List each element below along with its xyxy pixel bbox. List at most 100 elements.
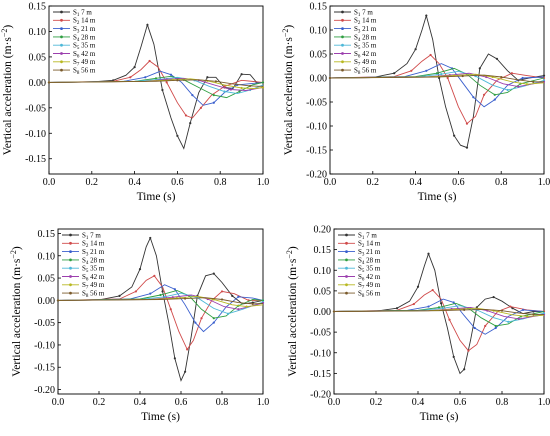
- legend-entry-8: S8 56 m: [73, 67, 96, 77]
- series-point-1: [425, 14, 428, 17]
- series-point-4: [493, 93, 496, 96]
- legend-subscript: 4: [362, 261, 365, 266]
- legend-letter: S: [358, 256, 362, 264]
- x-tick-label: 0.0: [328, 397, 341, 408]
- series-point-4: [238, 90, 241, 93]
- chart-panel-2: 0.0 0.2 0.4 0.6 0.8 1.0 0.15 0.10 0.05 0.00 -0.05 -…: [281, 2, 550, 204]
- legend-marker-1: [69, 233, 72, 237]
- series-point-8: [220, 298, 224, 301]
- legend-entry-3: S3 21 m: [358, 248, 381, 258]
- series-line-5: [48, 76, 264, 95]
- series-point-3: [191, 93, 194, 97]
- legend-subscript: 8: [358, 71, 361, 76]
- legend-marker-7: [69, 283, 72, 287]
- legend-letter: S: [354, 17, 358, 25]
- series-point-1: [240, 73, 243, 76]
- y-axis-label: Vertical acceleration (m·s−2): [9, 246, 23, 377]
- series-line-1: [48, 23, 263, 150]
- y-tick-label: 0.10: [314, 266, 332, 277]
- legend-subscript: 8: [86, 294, 89, 299]
- series-point-7: [261, 86, 265, 89]
- plot-frame: [57, 228, 264, 395]
- legend-entry-4: S4 28 m: [354, 33, 377, 43]
- x-tick-label: 0.2: [370, 397, 383, 408]
- legend-rest: 56 m: [88, 290, 105, 298]
- series-point-6: [237, 308, 240, 311]
- legend-entry-6: S6 42 m: [82, 273, 105, 283]
- y-axis-label-close: ): [283, 25, 295, 29]
- series-point-1: [452, 355, 455, 358]
- x-tick-label: 0.0: [43, 177, 56, 188]
- series-point-3: [494, 326, 497, 330]
- y-axis-label-exponent: −2: [9, 250, 18, 259]
- series-point-2: [129, 76, 132, 79]
- y-tick-label: 0.05: [310, 50, 328, 61]
- series-point-1: [465, 146, 469, 149]
- y-axis-label-exponent: −2: [281, 29, 290, 38]
- legend-letter: S: [358, 265, 362, 273]
- legend-subscript: 6: [77, 54, 80, 59]
- legend-letter: S: [358, 240, 362, 248]
- legend-marker-5: [341, 43, 344, 47]
- legend-entry-2: S2 14 m: [354, 17, 377, 27]
- series-line-8: [57, 297, 264, 305]
- y-axis-label-text: Vertical acceleration (m·s: [11, 258, 23, 377]
- series-point-8: [500, 309, 504, 312]
- y-tick-label: 0.15: [310, 2, 328, 13]
- series-point-4: [437, 306, 441, 309]
- legend-subscript: 2: [362, 244, 365, 249]
- legend-letter: S: [354, 42, 358, 50]
- legend-letter: S: [73, 67, 77, 75]
- legend-marker-2: [69, 241, 72, 245]
- legend-entry-8: S8 56 m: [354, 67, 377, 77]
- series-point-2: [509, 305, 512, 308]
- legend-subscript: 5: [86, 269, 89, 274]
- legend-entry-3: S3 21 m: [73, 25, 96, 35]
- series-point-2: [446, 76, 449, 80]
- x-tick-label: 0.2: [93, 397, 106, 408]
- legend-letter: S: [73, 50, 77, 58]
- chart-panel-1: 0.0 0.2 0.4 0.6 0.8 1.0 0.15 0.10 0.05 0.00 -0.05 -…: [0, 2, 269, 204]
- series-line-2: [57, 275, 263, 351]
- legend-letter: S: [82, 281, 86, 289]
- legend-marker-8: [341, 68, 344, 72]
- series-point-8: [249, 84, 252, 88]
- legend-marker-3: [60, 27, 63, 30]
- y-tick-label: 0.10: [310, 26, 328, 37]
- legend-letter: S: [358, 273, 362, 281]
- series-point-5: [223, 90, 226, 93]
- y-tick-label: -0.10: [34, 340, 55, 351]
- series-point-8: [500, 75, 503, 79]
- legend-rest: 28 m: [360, 33, 377, 41]
- series-point-2: [165, 81, 168, 84]
- legend-subscript: 7: [86, 286, 89, 291]
- series-point-1: [495, 57, 499, 60]
- legend-subscript: 4: [86, 261, 89, 266]
- series-point-5: [507, 320, 510, 323]
- legend-rest: 21 m: [364, 248, 381, 256]
- y-tick-label: 0.00: [314, 307, 332, 318]
- legend-rest: 42 m: [360, 50, 377, 58]
- series-point-1: [393, 72, 396, 75]
- series-point-2: [484, 324, 487, 328]
- y-tick-label: -0.10: [25, 129, 46, 140]
- x-tick-label: 0.2: [367, 177, 380, 188]
- legend-subscript: 3: [86, 253, 89, 258]
- legend-entry-5: S5 35 m: [354, 42, 377, 52]
- series-point-1: [176, 134, 179, 137]
- y-tick-label: 0.05: [314, 286, 332, 297]
- y-tick-label: -0.10: [310, 348, 331, 359]
- legend-rest: 21 m: [360, 25, 377, 33]
- series-point-1: [189, 121, 192, 125]
- series-point-8: [532, 80, 535, 83]
- series-point-1: [395, 307, 399, 310]
- y-axis-label: Vertical acceleration (m·s−2): [285, 246, 299, 377]
- series-point-1: [231, 294, 234, 297]
- series-point-1: [440, 302, 443, 305]
- series-line-3: [48, 70, 264, 106]
- legend-letter: S: [358, 281, 362, 289]
- legend-rest: 28 m: [364, 256, 381, 264]
- legend-marker-7: [341, 60, 344, 64]
- legend-rest: 14 m: [360, 17, 377, 25]
- series-point-3: [521, 308, 525, 311]
